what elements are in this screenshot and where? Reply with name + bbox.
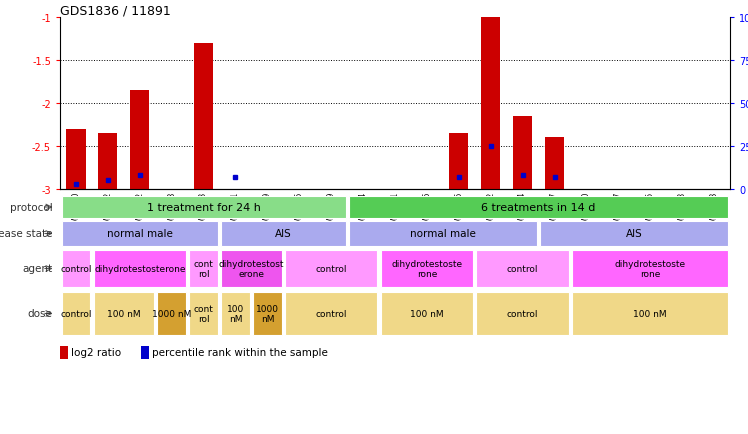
Bar: [221, 222, 346, 247]
Bar: [572, 250, 729, 288]
Bar: [221, 292, 250, 335]
Text: 1000
nM: 1000 nM: [256, 304, 279, 323]
Bar: [476, 292, 569, 335]
Bar: [157, 292, 186, 335]
Text: control: control: [316, 264, 347, 273]
Text: control: control: [507, 264, 539, 273]
Bar: [513, 117, 532, 190]
Bar: [450, 134, 468, 190]
Text: AIS: AIS: [275, 229, 292, 239]
Bar: [98, 134, 117, 190]
Text: control: control: [316, 309, 347, 318]
Bar: [141, 346, 149, 360]
Bar: [349, 197, 729, 219]
Text: agent: agent: [22, 264, 52, 274]
Text: control: control: [60, 264, 92, 273]
Bar: [61, 292, 91, 335]
Bar: [61, 250, 91, 288]
Text: 100 nM: 100 nM: [634, 309, 667, 318]
Text: 1 treatment for 24 h: 1 treatment for 24 h: [147, 203, 260, 213]
Bar: [381, 250, 473, 288]
Text: 100 nM: 100 nM: [410, 309, 444, 318]
Bar: [349, 222, 537, 247]
Bar: [481, 18, 500, 190]
Text: normal male: normal male: [107, 229, 173, 239]
Text: log2 ratio: log2 ratio: [71, 348, 121, 358]
Text: dose: dose: [28, 309, 52, 319]
Text: cont
rol: cont rol: [194, 259, 213, 279]
Text: dihydrotestoste
rone: dihydrotestoste rone: [391, 259, 462, 279]
Text: disease state: disease state: [0, 229, 52, 239]
Text: dihydrotestost
erone: dihydrotestost erone: [218, 259, 284, 279]
Bar: [67, 129, 85, 190]
Bar: [540, 222, 729, 247]
Text: 100
nM: 100 nM: [227, 304, 244, 323]
Text: percentile rank within the sample: percentile rank within the sample: [152, 348, 328, 358]
Bar: [60, 346, 68, 360]
Bar: [61, 197, 346, 219]
Text: 1000 nM: 1000 nM: [152, 309, 191, 318]
Bar: [285, 250, 378, 288]
Bar: [476, 250, 569, 288]
Bar: [189, 250, 218, 288]
Bar: [130, 91, 150, 190]
Text: control: control: [507, 309, 539, 318]
Bar: [253, 292, 282, 335]
Bar: [189, 292, 218, 335]
Bar: [572, 292, 729, 335]
Bar: [61, 222, 218, 247]
Text: protocol: protocol: [10, 203, 52, 213]
Bar: [545, 138, 564, 190]
Text: normal male: normal male: [410, 229, 476, 239]
Text: AIS: AIS: [626, 229, 643, 239]
Bar: [94, 292, 154, 335]
Text: cont
rol: cont rol: [194, 304, 213, 323]
Text: 100 nM: 100 nM: [107, 309, 141, 318]
Text: dihydrotestosterone: dihydrotestosterone: [94, 264, 186, 273]
Bar: [221, 250, 282, 288]
Text: control: control: [60, 309, 92, 318]
Bar: [381, 292, 473, 335]
Text: dihydrotestoste
rone: dihydrotestoste rone: [615, 259, 686, 279]
Bar: [285, 292, 378, 335]
Bar: [94, 250, 186, 288]
Text: 6 treatments in 14 d: 6 treatments in 14 d: [482, 203, 595, 213]
Bar: [194, 44, 213, 190]
Text: GDS1836 / 11891: GDS1836 / 11891: [60, 5, 171, 18]
